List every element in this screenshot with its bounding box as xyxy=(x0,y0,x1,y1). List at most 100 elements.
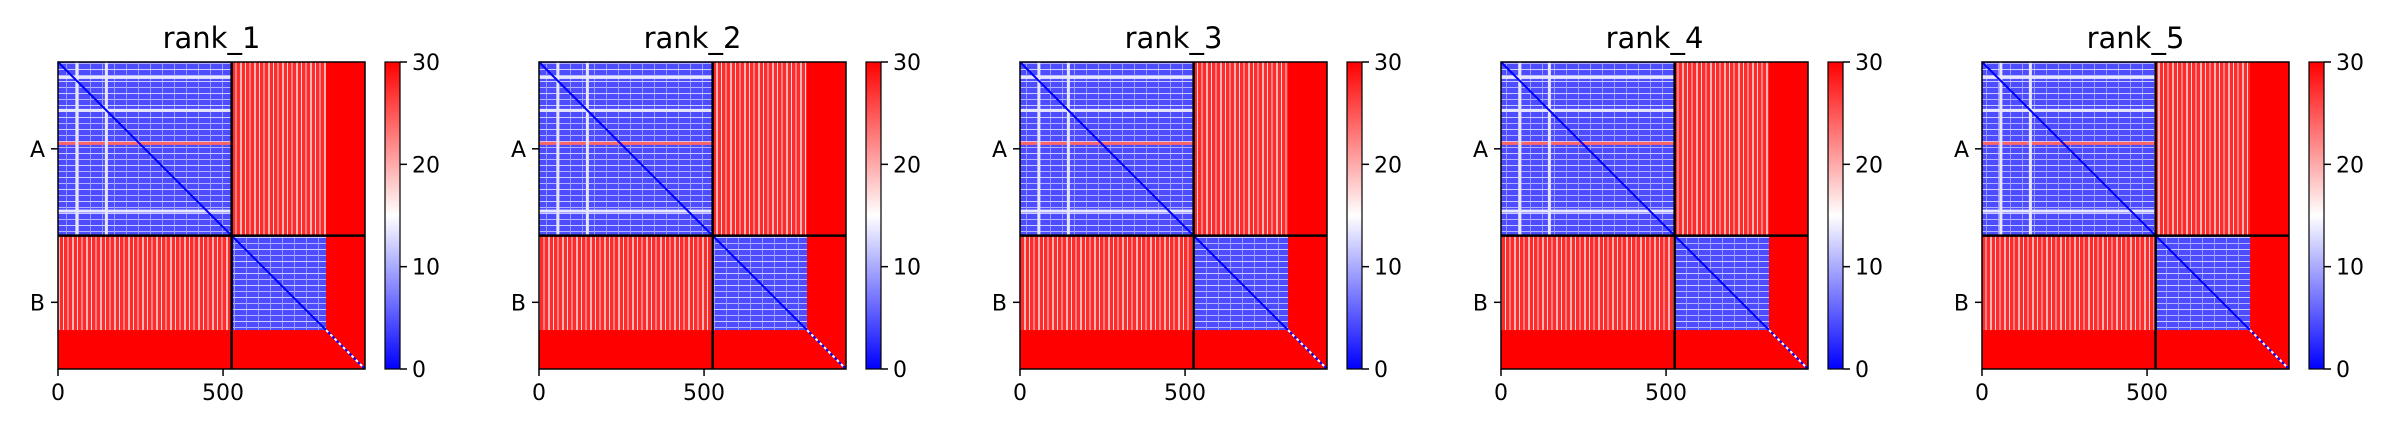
axes-frame xyxy=(1500,61,1809,370)
x-tick-label: 0 xyxy=(1013,381,1027,406)
heatmap-block-ba xyxy=(1982,235,2156,331)
heatmap-stripe xyxy=(1066,62,1070,236)
colorbar-tick-label: 0 xyxy=(1374,358,1388,383)
y-tick-label: B xyxy=(511,291,526,316)
heatmap-stripe xyxy=(539,209,713,213)
x-tick-label: 0 xyxy=(1494,381,1508,406)
heatmap-stripe xyxy=(1037,62,1041,236)
heatmap-stripe xyxy=(539,108,713,112)
heatmap-stripe xyxy=(1982,75,2156,79)
heatmap-block-ba xyxy=(1020,235,1194,331)
colorbar-tick-label: 10 xyxy=(412,256,440,281)
heatmap-stripe xyxy=(75,62,79,236)
colorbar-tick-label: 10 xyxy=(1855,256,1883,281)
colorbar-tick-label: 20 xyxy=(2336,153,2364,178)
y-tick-label: B xyxy=(1954,291,1969,316)
heatmap-stripe xyxy=(1020,141,1194,145)
panel-title: rank_4 xyxy=(1606,21,1704,55)
heatmap-stripe xyxy=(58,75,232,79)
colorbar-tick-label: 0 xyxy=(893,358,907,383)
heatmap-stripe xyxy=(1547,62,1551,236)
colorbar xyxy=(1828,62,1843,369)
panel-title: rank_2 xyxy=(644,21,742,55)
heatmap-stripe xyxy=(1982,209,2156,213)
heatmap-stripe xyxy=(539,75,713,79)
colorbar xyxy=(385,62,400,369)
x-tick-label: 0 xyxy=(51,381,65,406)
axes-frame xyxy=(1019,61,1328,370)
x-tick-label: 0 xyxy=(532,381,546,406)
x-tick-label: 500 xyxy=(1164,381,1206,406)
heatmap-stripe xyxy=(1982,141,2156,145)
colorbar-tick-label: 10 xyxy=(1374,256,1402,281)
heatmap-stripe xyxy=(1020,209,1194,213)
colorbar xyxy=(866,62,881,369)
heatmap-stripe xyxy=(104,62,108,236)
heatmap-block-ab xyxy=(1674,62,1770,236)
axes-frame xyxy=(1981,61,2290,370)
heatmap-stripe xyxy=(585,62,589,236)
colorbar-frame xyxy=(384,61,401,370)
axes-frame xyxy=(57,61,366,370)
heatmap-block-ab xyxy=(2155,62,2251,236)
x-tick-label: 0 xyxy=(1975,381,1989,406)
x-tick-label: 500 xyxy=(202,381,244,406)
heatmap-stripe xyxy=(1501,209,1675,213)
heatmap-stripe xyxy=(1020,75,1194,79)
heatmap-stripe xyxy=(1999,62,2003,236)
colorbar-tick-label: 30 xyxy=(893,51,921,76)
colorbar-tick-label: 30 xyxy=(1374,51,1402,76)
y-tick-label: B xyxy=(30,291,45,316)
heatmap-block-ba xyxy=(1501,235,1675,331)
colorbar-frame xyxy=(2308,61,2325,370)
colorbar-tick-label: 0 xyxy=(412,358,426,383)
panel-title: rank_1 xyxy=(163,21,261,55)
heatmap-stripe xyxy=(1020,108,1194,112)
heatmap-block-ba xyxy=(58,235,232,331)
panel-1: rank_1 0 500 A B 0 10 20 30 xyxy=(30,21,440,406)
panel-4: rank_4 0 500 A B 0 10 20 30 xyxy=(1473,21,1883,406)
y-tick-label: A xyxy=(1954,138,1969,163)
y-tick-label: B xyxy=(1473,291,1488,316)
y-tick-label: A xyxy=(511,138,526,163)
colorbar-tick-label: 0 xyxy=(1855,358,1869,383)
heatmap-diagonal xyxy=(1981,61,2290,370)
colorbar-frame xyxy=(865,61,882,370)
heatmap-block-ab xyxy=(712,62,808,236)
heatmap-diagonal xyxy=(57,61,366,370)
colorbar-tick-label: 0 xyxy=(2336,358,2350,383)
y-tick-label: A xyxy=(992,138,1007,163)
heatmap-stripe xyxy=(539,141,713,145)
colorbar-frame xyxy=(1827,61,1844,370)
x-tick-label: 500 xyxy=(2126,381,2168,406)
heatmap-stripe xyxy=(1501,141,1675,145)
colorbar-tick-label: 30 xyxy=(412,51,440,76)
heatmap-stripe xyxy=(58,209,232,213)
x-tick-label: 500 xyxy=(1645,381,1687,406)
colorbar-tick-label: 20 xyxy=(1855,153,1883,178)
colorbar-frame xyxy=(1346,61,1363,370)
panel-3: rank_3 0 500 A B 0 10 20 30 xyxy=(992,21,1402,406)
heatmap-stripe xyxy=(1982,108,2156,112)
panel-2: rank_2 0 500 A B 0 10 20 30 xyxy=(511,21,921,406)
colorbar-tick-label: 10 xyxy=(2336,256,2364,281)
y-tick-label: B xyxy=(992,291,1007,316)
colorbar-tick-label: 10 xyxy=(893,256,921,281)
panel-title: rank_5 xyxy=(2087,21,2185,55)
colorbar-tick-label: 20 xyxy=(412,153,440,178)
heatmap-block-ab xyxy=(1193,62,1289,236)
colorbar-tick-label: 20 xyxy=(893,153,921,178)
heatmap-stripe xyxy=(1501,108,1675,112)
colorbar-tick-label: 30 xyxy=(2336,51,2364,76)
colorbar xyxy=(1347,62,1362,369)
x-tick-label: 500 xyxy=(683,381,725,406)
y-tick-label: A xyxy=(1473,138,1488,163)
heatmap-stripe xyxy=(556,62,560,236)
heatmap-stripe xyxy=(1501,75,1675,79)
colorbar-tick-label: 20 xyxy=(1374,153,1402,178)
heatmap-block-ab xyxy=(231,62,327,236)
heatmap-stripe xyxy=(58,108,232,112)
colorbar xyxy=(2309,62,2324,369)
axes-frame xyxy=(538,61,847,370)
